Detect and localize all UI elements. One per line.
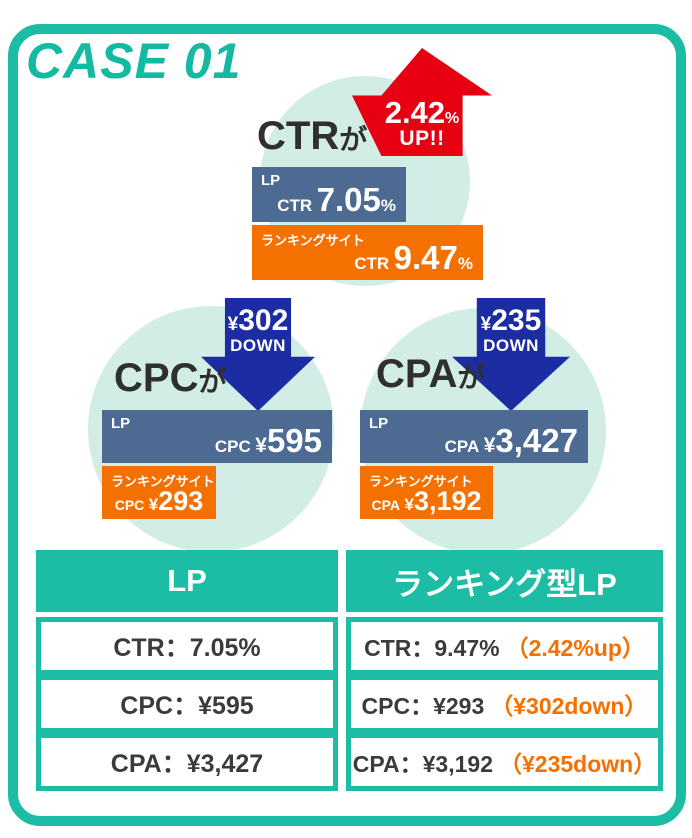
ctr-up-unit: % xyxy=(445,109,460,127)
cpc-ranking-metric-label: CPC xyxy=(114,497,145,513)
cpc-ranking-bar-tag: ランキングサイト xyxy=(111,474,215,489)
ctr-lp-metric-label: CTR xyxy=(277,196,313,215)
comparison-table-ranking-column: ランキング型LP CTR：9.47% （2.42%up） CPC：¥293 （¥… xyxy=(346,550,663,791)
ctr-up-label: UP!! xyxy=(399,127,445,151)
ctr-ranking-bar: ランキングサイト CTR 9.47% xyxy=(252,225,483,280)
cpa-ranking-number: 3,192 xyxy=(413,486,482,516)
cpc-heading: CPCが xyxy=(114,356,226,401)
table-cell-ranking-cpc: CPC：¥293 （¥302down） xyxy=(346,675,663,733)
cpa-ranking-currency: ¥ xyxy=(404,495,414,514)
table-cell-lp-cpa: CPA：¥3,427 xyxy=(36,733,338,791)
cpc-lp-bar-tag: LP xyxy=(111,415,131,432)
cpa-heading-metric: CPA xyxy=(376,352,458,396)
cpc-down-value: 302 xyxy=(238,304,289,337)
cpa-ranking-bar: ランキングサイト CPA ¥3,192 xyxy=(360,466,493,519)
page-title-text: CASE 01 xyxy=(26,32,242,89)
cpc-lp-number: 595 xyxy=(266,422,322,459)
cpc-lp-bar-value: CPC ¥595 xyxy=(215,422,322,460)
frame-border xyxy=(8,24,686,826)
table-header-ranking: ランキング型LP xyxy=(346,550,663,612)
cpa-down-currency: ¥ xyxy=(480,314,492,335)
ranking-cpc-value: CPC：¥293 xyxy=(361,693,485,719)
cpc-heading-suffix: が xyxy=(198,366,227,397)
ctr-ranking-number: 9.47 xyxy=(393,239,458,276)
ctr-lp-bar: LP CTR 7.05% xyxy=(252,167,406,222)
cpa-down-label: DOWN xyxy=(483,335,539,355)
cpa-lp-metric-label: CPA xyxy=(444,437,480,456)
cpc-ranking-currency: ¥ xyxy=(148,495,159,514)
ctr-up-badge: 2.42% UP!! xyxy=(352,96,492,152)
cpc-down-badge: ¥302 DOWN xyxy=(201,304,315,355)
ctr-lp-number: 7.05 xyxy=(316,181,381,218)
comparison-table-lp-column: LP CTR：7.05% CPC：¥595 CPA：¥3,427 xyxy=(36,550,338,791)
cpc-down-currency: ¥ xyxy=(227,314,239,335)
cpa-heading: CPAが xyxy=(376,352,486,397)
ctr-lp-bar-value: CTR 7.05% xyxy=(277,181,396,219)
table-cell-ranking-ctr: CTR：9.47% （2.42%up） xyxy=(346,617,663,675)
ranking-cpa-value: CPA：¥3,192 xyxy=(352,751,493,777)
ctr-up-value: 2.42 xyxy=(384,94,446,130)
cpa-ranking-bar-tag: ランキングサイト xyxy=(369,474,473,489)
ctr-heading-metric: CTR xyxy=(257,114,340,158)
cpa-heading-suffix: が xyxy=(457,362,486,393)
ctr-ranking-unit: % xyxy=(457,254,473,273)
ctr-ranking-bar-tag: ランキングサイト xyxy=(261,233,365,248)
cpc-ranking-number: 293 xyxy=(158,486,204,516)
cpa-lp-bar-tag: LP xyxy=(369,415,389,432)
ranking-cpa-diff: （¥235down） xyxy=(498,751,657,777)
cpc-lp-currency: ¥ xyxy=(255,434,267,457)
ctr-lp-unit: % xyxy=(380,196,396,215)
cpa-ranking-bar-value: CPA ¥3,192 xyxy=(371,486,481,517)
cpa-ranking-metric-label: CPA xyxy=(371,497,401,513)
table-cell-ranking-cpa: CPA：¥3,192 （¥235down） xyxy=(346,733,663,791)
cpc-ranking-bar: ランキングサイト CPC ¥293 xyxy=(102,466,216,519)
cpa-lp-bar-value: CPA ¥3,427 xyxy=(445,422,578,460)
cpa-down-value-line: ¥235 xyxy=(480,304,542,337)
ranking-cpc-diff: （¥302down） xyxy=(490,693,648,719)
cpa-lp-currency: ¥ xyxy=(483,434,496,457)
page-title-outline: CASE 01 xyxy=(20,27,246,94)
cpa-down-value: 235 xyxy=(491,304,542,337)
ranking-ctr-diff: （2.42%up） xyxy=(505,635,645,661)
ctr-ranking-bar-value: CTR 9.47% xyxy=(354,239,473,277)
cpc-heading-metric: CPC xyxy=(114,356,199,400)
table-cell-lp-ctr: CTR：7.05% xyxy=(36,617,338,675)
cpc-ranking-bar-value: CPC ¥293 xyxy=(115,486,204,517)
cpa-down-badge: ¥235 DOWN xyxy=(452,304,570,355)
ctr-heading: CTRが xyxy=(257,114,367,159)
ctr-ranking-metric-label: CTR xyxy=(354,254,390,273)
cpa-lp-number: 3,427 xyxy=(495,422,578,459)
table-header-lp: LP xyxy=(36,550,338,612)
table-cell-lp-cpc: CPC：¥595 xyxy=(36,675,338,733)
cpc-lp-bar: LP CPC ¥595 xyxy=(102,410,332,463)
cpc-down-value-line: ¥302 xyxy=(227,304,289,337)
ranking-ctr-value: CTR：9.47% xyxy=(364,635,500,661)
page-title: CASE 01 CASE 01 xyxy=(20,27,246,94)
cpc-down-label: DOWN xyxy=(230,335,286,355)
cpa-lp-bar: LP CPA ¥3,427 xyxy=(360,410,588,463)
cpc-lp-metric-label: CPC xyxy=(214,437,251,456)
ctr-lp-bar-tag: LP xyxy=(261,172,281,189)
ctr-heading-suffix: が xyxy=(339,124,368,155)
ctr-up-value-line: 2.42% xyxy=(384,94,460,130)
